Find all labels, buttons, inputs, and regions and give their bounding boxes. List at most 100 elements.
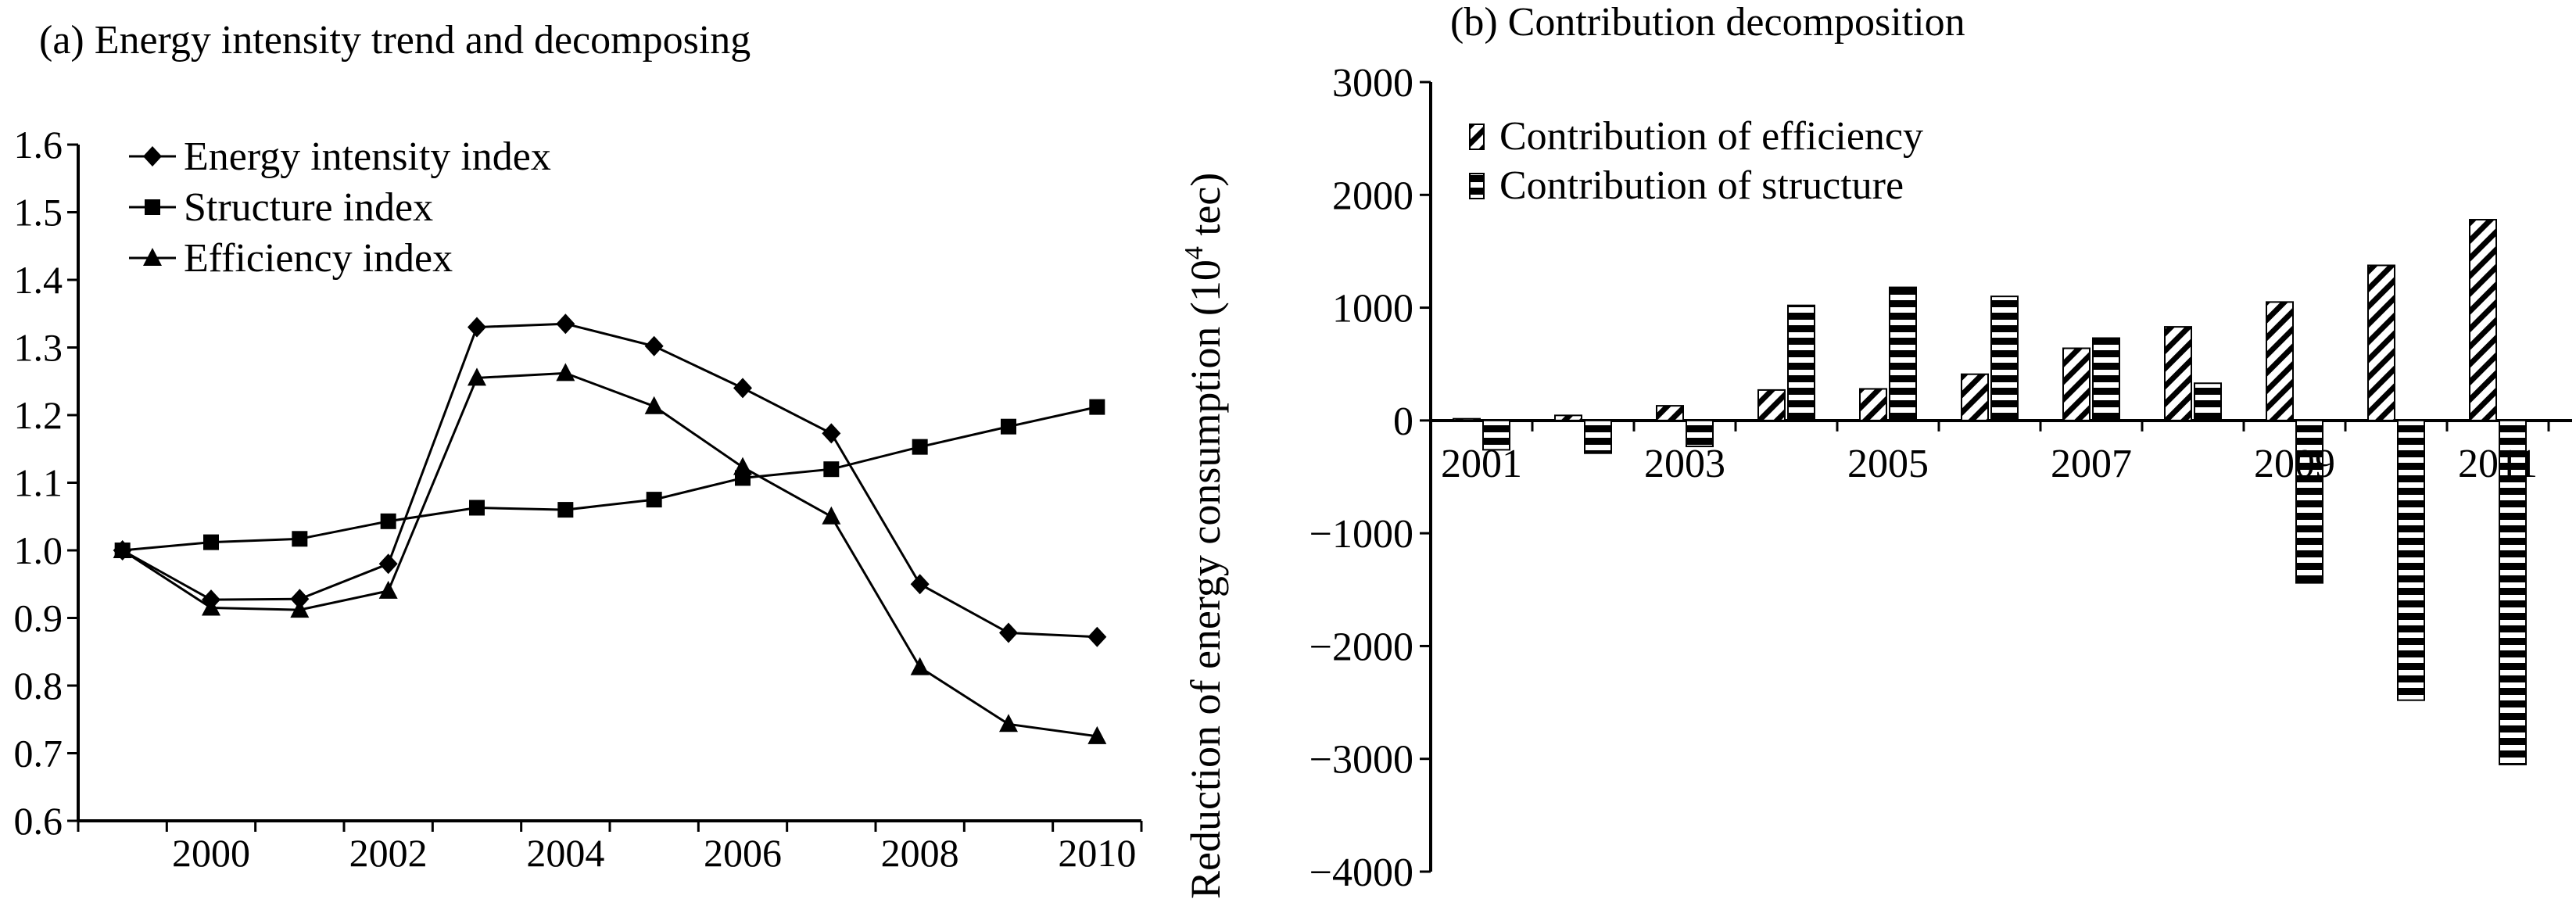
bar-1-6 (2092, 337, 2120, 421)
bar-1-1 (1584, 419, 1612, 454)
series-line-2 (121, 371, 1098, 738)
data-point-2-6 (644, 396, 664, 414)
x-tick-label: 2007 (2051, 442, 2132, 486)
chart-b-y-ticks: 3000 2000 1000 0 −1000 −2000 −3000 −4000 (1309, 61, 1431, 895)
data-point-1-10 (1001, 418, 1016, 435)
bar-1-2 (1686, 419, 1714, 448)
data-point-1-2 (292, 531, 308, 547)
legend-swatch (1469, 173, 1485, 199)
x-tick-label: 2011 (2458, 442, 2538, 486)
bar-1-3 (1787, 304, 1815, 421)
chart-b: (b) Contribution decomposition Reduction… (1180, 0, 2572, 899)
chart-a-x-ticks: 2000 2002 2004 2006 2008 2010 (77, 821, 1143, 875)
chart-a-title: (a) Energy intensity trend and decomposi… (39, 18, 751, 63)
chart-b-bars (1453, 219, 2527, 765)
legend-marker (145, 199, 160, 215)
x-tick-label: 2006 (704, 831, 782, 875)
x-tick-label: 2004 (526, 831, 604, 875)
bar-0-8 (2266, 301, 2294, 421)
data-point-0-10 (999, 622, 1018, 643)
bar-0-9 (2367, 264, 2395, 421)
legend-marker (143, 248, 162, 266)
data-point-0-9 (910, 574, 930, 595)
data-point-2-5 (556, 363, 575, 381)
data-point-2-11 (1087, 725, 1107, 744)
bar-0-10 (2469, 219, 2497, 421)
data-point-0-7 (733, 378, 752, 399)
x-tick-label: 2008 (881, 831, 959, 875)
legend-label: Contribution of structure (1499, 163, 1904, 208)
data-point-1-9 (912, 439, 928, 455)
data-point-1-5 (557, 502, 574, 518)
y-tick-label: 0.8 (14, 664, 63, 707)
data-point-1-1 (203, 534, 219, 550)
bar-0-1 (1554, 414, 1582, 421)
y-tick-label: 1.4 (14, 258, 63, 302)
bar-0-3 (1757, 389, 1786, 421)
data-point-2-10 (999, 714, 1018, 732)
y-tick-label: 1.1 (14, 461, 63, 505)
data-point-1-4 (469, 500, 485, 516)
series-line-1 (122, 406, 1098, 552)
y-tick-label: 0.6 (14, 799, 63, 843)
legend-label: Efficiency index (184, 236, 453, 281)
data-point-0-5 (556, 313, 575, 335)
data-point-2-3 (378, 580, 398, 599)
data-point-2-4 (468, 367, 486, 386)
y-tick-label: −1000 (1309, 512, 1413, 557)
bar-0-0 (1453, 417, 1481, 421)
data-point-0-3 (378, 553, 398, 575)
data-point-0-8 (822, 423, 841, 444)
y-tick-label: 0.7 (14, 732, 63, 775)
y-tick-label: −4000 (1309, 851, 1413, 895)
y-tick-label: 0.9 (14, 596, 63, 640)
bar-0-6 (2062, 347, 2091, 421)
data-point-0-2 (290, 589, 310, 610)
bar-0-4 (1859, 388, 1887, 421)
y-tick-label: −2000 (1309, 625, 1413, 669)
x-tick-label: 2010 (1058, 831, 1136, 875)
y-tick-label: 1.5 (14, 191, 63, 235)
data-point-2-7 (733, 457, 752, 475)
data-point-2-2 (290, 600, 310, 618)
y-tick-label: 1.2 (14, 393, 63, 437)
bar-1-0 (1482, 419, 1510, 451)
bar-1-10 (2499, 419, 2527, 765)
data-point-0-6 (644, 335, 664, 356)
series-line-0 (121, 322, 1098, 639)
chart-b-title: (b) Contribution decomposition (1450, 0, 1965, 45)
legend-label: Contribution of efficiency (1499, 114, 1923, 159)
chart-a-y-ticks: 0.6 0.7 0.8 0.9 1.0 1.1 1.2 1.3 1.4 1.5 1.6 (14, 123, 78, 843)
y-tick-label: −3000 (1309, 738, 1413, 783)
bar-1-8 (2295, 419, 2323, 584)
data-point-1-6 (646, 492, 662, 508)
chart-a: (a) Energy intensity trend and decomposi… (14, 18, 1143, 875)
y-tick-label: 1.3 (14, 326, 63, 370)
data-point-2-9 (910, 657, 930, 675)
bar-1-9 (2397, 419, 2425, 701)
x-tick-label: 2001 (1441, 442, 1522, 486)
bar-1-7 (2194, 382, 2222, 421)
x-tick-label: 2002 (349, 831, 428, 875)
y-tick-label: 0 (1393, 399, 1413, 444)
data-point-0-4 (468, 317, 486, 338)
legend-label: Structure index (184, 185, 433, 230)
bar-1-5 (1990, 295, 2019, 421)
y-tick-label: 1.6 (14, 123, 63, 167)
data-point-2-8 (822, 506, 841, 525)
legend-label: Energy intensity index (184, 134, 551, 179)
bar-0-2 (1656, 405, 1684, 421)
bar-1-4 (1889, 286, 1917, 421)
legend-swatch (1469, 124, 1485, 150)
data-point-1-11 (1089, 399, 1105, 415)
x-tick-label: 2000 (172, 831, 250, 875)
data-point-1-3 (380, 513, 396, 529)
data-point-2-1 (202, 597, 220, 616)
x-tick-label: 2005 (1847, 442, 1929, 486)
y-tick-label: 1.0 (14, 528, 63, 572)
chart-b-y-label: Reduction of energy consumption (104 tec… (1180, 173, 1229, 899)
bar-0-7 (2164, 326, 2192, 421)
chart-b-x-ticks: 2001 2003 2005 2007 2009 2011 (1429, 420, 2550, 486)
